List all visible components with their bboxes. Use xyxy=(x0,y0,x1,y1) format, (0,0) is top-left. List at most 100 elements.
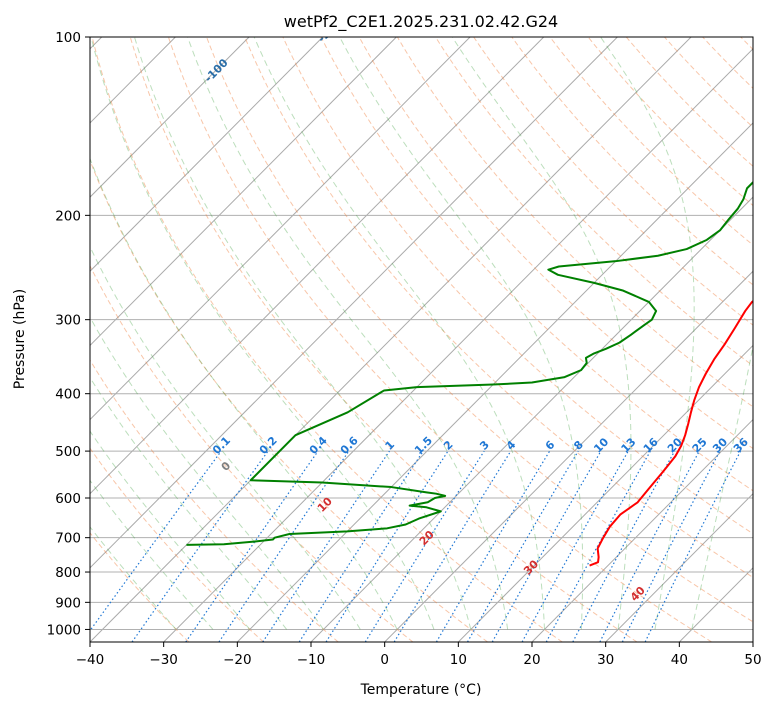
plot-frame xyxy=(89,36,754,643)
isotherm-line xyxy=(90,37,618,569)
mixing-ratio-lines xyxy=(90,450,742,642)
moist-adiabats xyxy=(90,37,753,630)
y-tick-label: 400 xyxy=(55,387,81,403)
x-tick-label: 30 xyxy=(597,652,614,668)
y-tick-label: 300 xyxy=(55,313,81,329)
moist-adiabat xyxy=(90,157,398,630)
isotherm-line xyxy=(90,37,545,495)
x-tick-label: −20 xyxy=(223,652,252,668)
y-tick-label: 100 xyxy=(55,30,81,46)
dry-adiabat xyxy=(167,37,712,642)
mixing-ratio-label: 8 xyxy=(571,438,586,453)
dry-adiabat-label: 40 xyxy=(628,584,648,604)
y-tick-label: 600 xyxy=(55,491,81,507)
pressure-gridlines xyxy=(90,37,753,630)
moist-adiabat xyxy=(90,245,361,630)
sounding-line xyxy=(186,180,753,546)
mixing-ratio-line xyxy=(572,450,676,642)
dry-adiabat xyxy=(129,37,638,642)
mixing-ratio-line xyxy=(521,450,629,642)
moist-adiabat xyxy=(339,37,584,630)
isotherm-line xyxy=(310,196,753,642)
mixing-ratio-line xyxy=(545,450,651,642)
mixing-ratio-label: 13 xyxy=(619,435,639,455)
mixing-ratio-label: 1.5 xyxy=(412,434,435,457)
dry-adiabat xyxy=(511,37,753,286)
y-axis-ticks: 100 200 300 400 500 600 700 800 900 1000 xyxy=(47,30,90,638)
dry-adiabat xyxy=(587,37,753,207)
isotherm-line xyxy=(384,270,753,642)
sounding-line xyxy=(589,300,753,567)
x-axis-ticks: −40 −30 −20 −10 0 10 20 30 40 50 xyxy=(76,642,762,668)
y-tick-label: 700 xyxy=(55,531,81,547)
isotherm-line xyxy=(531,418,753,642)
isotherm-line xyxy=(457,344,753,642)
isotherm-label: -100 xyxy=(202,56,231,85)
x-tick-label: 40 xyxy=(671,652,688,668)
mixing-ratio-label: 1 xyxy=(383,438,398,453)
dry-adiabat xyxy=(358,37,753,450)
dry-adiabat xyxy=(90,264,414,642)
y-tick-label: 500 xyxy=(55,444,81,460)
isotherm-line xyxy=(90,37,692,642)
moist-adiabat xyxy=(90,430,251,630)
isotherm-line xyxy=(90,37,324,272)
moist-adiabat xyxy=(90,479,214,630)
x-tick-label: −10 xyxy=(297,652,326,668)
moist-adiabat xyxy=(133,37,472,630)
dry-adiabat xyxy=(206,37,753,623)
mixing-ratio-label: 6 xyxy=(543,438,558,453)
isotherm-label: -90 xyxy=(315,22,338,45)
dry-adiabat xyxy=(320,37,753,492)
moist-adiabat xyxy=(90,526,177,630)
mixing-ratio-label: 3 xyxy=(477,438,492,453)
dry-adiabats xyxy=(90,37,753,642)
moist-adiabat xyxy=(90,376,288,630)
mixing-ratio-line xyxy=(599,450,700,642)
isotherm-line xyxy=(236,122,753,642)
mixing-ratio-line xyxy=(185,450,319,642)
moist-adiabat xyxy=(253,37,545,630)
isotherm-line xyxy=(605,492,753,642)
x-axis-label: Temperature (°C) xyxy=(360,682,482,698)
isotherm-line xyxy=(90,37,250,198)
mixing-ratio-label: 10 xyxy=(591,435,611,455)
mixing-ratio-label: 16 xyxy=(641,435,661,455)
mixing-ratio-line xyxy=(298,450,424,642)
x-tick-label: 20 xyxy=(523,652,540,668)
y-tick-label: 200 xyxy=(55,208,81,224)
isotherm-line xyxy=(752,641,753,642)
y-axis-label: Pressure (hPa) xyxy=(12,289,28,389)
mixing-ratio-line xyxy=(393,450,512,642)
isotherm-line xyxy=(90,37,397,347)
isotherm-line xyxy=(163,48,753,642)
x-tick-label: 10 xyxy=(450,652,467,668)
isotherm-lines xyxy=(90,37,753,642)
mixing-ratio-line xyxy=(131,450,269,642)
mixing-ratio-line xyxy=(491,450,602,642)
mixing-ratio-line xyxy=(644,450,742,642)
dry-adiabat xyxy=(435,37,753,367)
mixing-ratio-line xyxy=(262,450,390,642)
dry-adiabat xyxy=(396,37,753,408)
dry-adiabat xyxy=(90,447,264,642)
x-tick-label: −40 xyxy=(76,652,105,668)
moist-adiabat xyxy=(90,37,435,630)
dry-adiabat xyxy=(740,37,753,51)
chart-title: wetPf2_C2E1.2025.231.02.42.G24 xyxy=(284,12,558,32)
mixing-ratio-line xyxy=(435,450,551,642)
mixing-ratio-line xyxy=(90,450,222,632)
y-tick-label: 1000 xyxy=(47,622,81,638)
y-tick-label: 800 xyxy=(55,565,81,581)
dry-adiabat xyxy=(244,37,753,578)
mixing-ratio-line xyxy=(218,450,350,642)
x-tick-label: 50 xyxy=(744,652,761,668)
moist-adiabat xyxy=(187,37,509,630)
dry-adiabat-label: 0 xyxy=(219,459,234,474)
mixing-ratio-label: 30 xyxy=(710,435,730,455)
x-tick-label: −30 xyxy=(149,652,178,668)
dry-adiabat xyxy=(625,37,753,167)
moist-adiabat xyxy=(691,343,753,630)
